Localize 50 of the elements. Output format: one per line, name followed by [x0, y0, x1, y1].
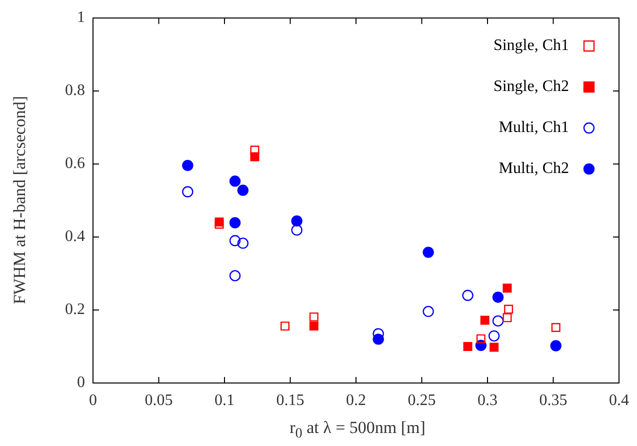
point — [550, 340, 562, 352]
point — [291, 224, 302, 236]
point — [229, 176, 241, 187]
point — [490, 342, 499, 352]
x-tick-label: 0.2 — [346, 392, 366, 409]
point — [476, 334, 486, 344]
point — [291, 215, 302, 227]
y-tick-label: 0.6 — [65, 155, 85, 172]
point — [280, 322, 290, 331]
point — [237, 238, 249, 249]
x-tick-label: 0.4 — [609, 392, 629, 409]
point — [237, 184, 249, 196]
y-tick-label: 1 — [77, 9, 85, 26]
point — [309, 322, 318, 331]
x-tick-label: 0.25 — [408, 392, 436, 409]
legend-label: Single, Ch2 — [493, 78, 569, 96]
y-tick-label: 0.8 — [65, 82, 85, 100]
legend-label: Single, Ch1 — [493, 37, 569, 54]
point — [309, 312, 318, 322]
legend-label: Multi, Ch1 — [498, 119, 569, 136]
x-tick-label: 0 — [89, 392, 97, 409]
x-tick-label: 0.1 — [214, 392, 234, 409]
y-tick-label: 0.4 — [65, 228, 85, 246]
x-tick-label: 0.35 — [539, 392, 568, 409]
point — [502, 313, 512, 322]
point — [488, 330, 500, 342]
point — [551, 323, 560, 332]
x-tick-label: 0.3 — [478, 392, 498, 409]
point — [422, 306, 434, 318]
point — [229, 270, 241, 282]
point — [182, 160, 194, 172]
point — [182, 186, 194, 198]
point — [492, 315, 504, 327]
point — [504, 304, 514, 314]
y-tick-label: 0 — [77, 374, 85, 392]
point — [480, 316, 490, 325]
y-tick-label: 0.2 — [65, 301, 85, 318]
point — [492, 292, 504, 303]
point — [422, 246, 434, 258]
y-axis-title: FWHM at H-band [arcsecond] — [10, 96, 30, 304]
point — [250, 146, 260, 155]
point — [229, 235, 241, 246]
x-axis-title: r$_{0}$ at λ = 500nm [m] — [288, 418, 426, 442]
point — [502, 284, 512, 293]
x-tick-label: 0.15 — [276, 392, 304, 409]
x-tick-label: 0.05 — [144, 392, 173, 409]
point — [462, 290, 474, 301]
point — [463, 342, 472, 351]
legend-label: Multi, Ch2 — [498, 160, 569, 178]
point — [229, 217, 241, 228]
